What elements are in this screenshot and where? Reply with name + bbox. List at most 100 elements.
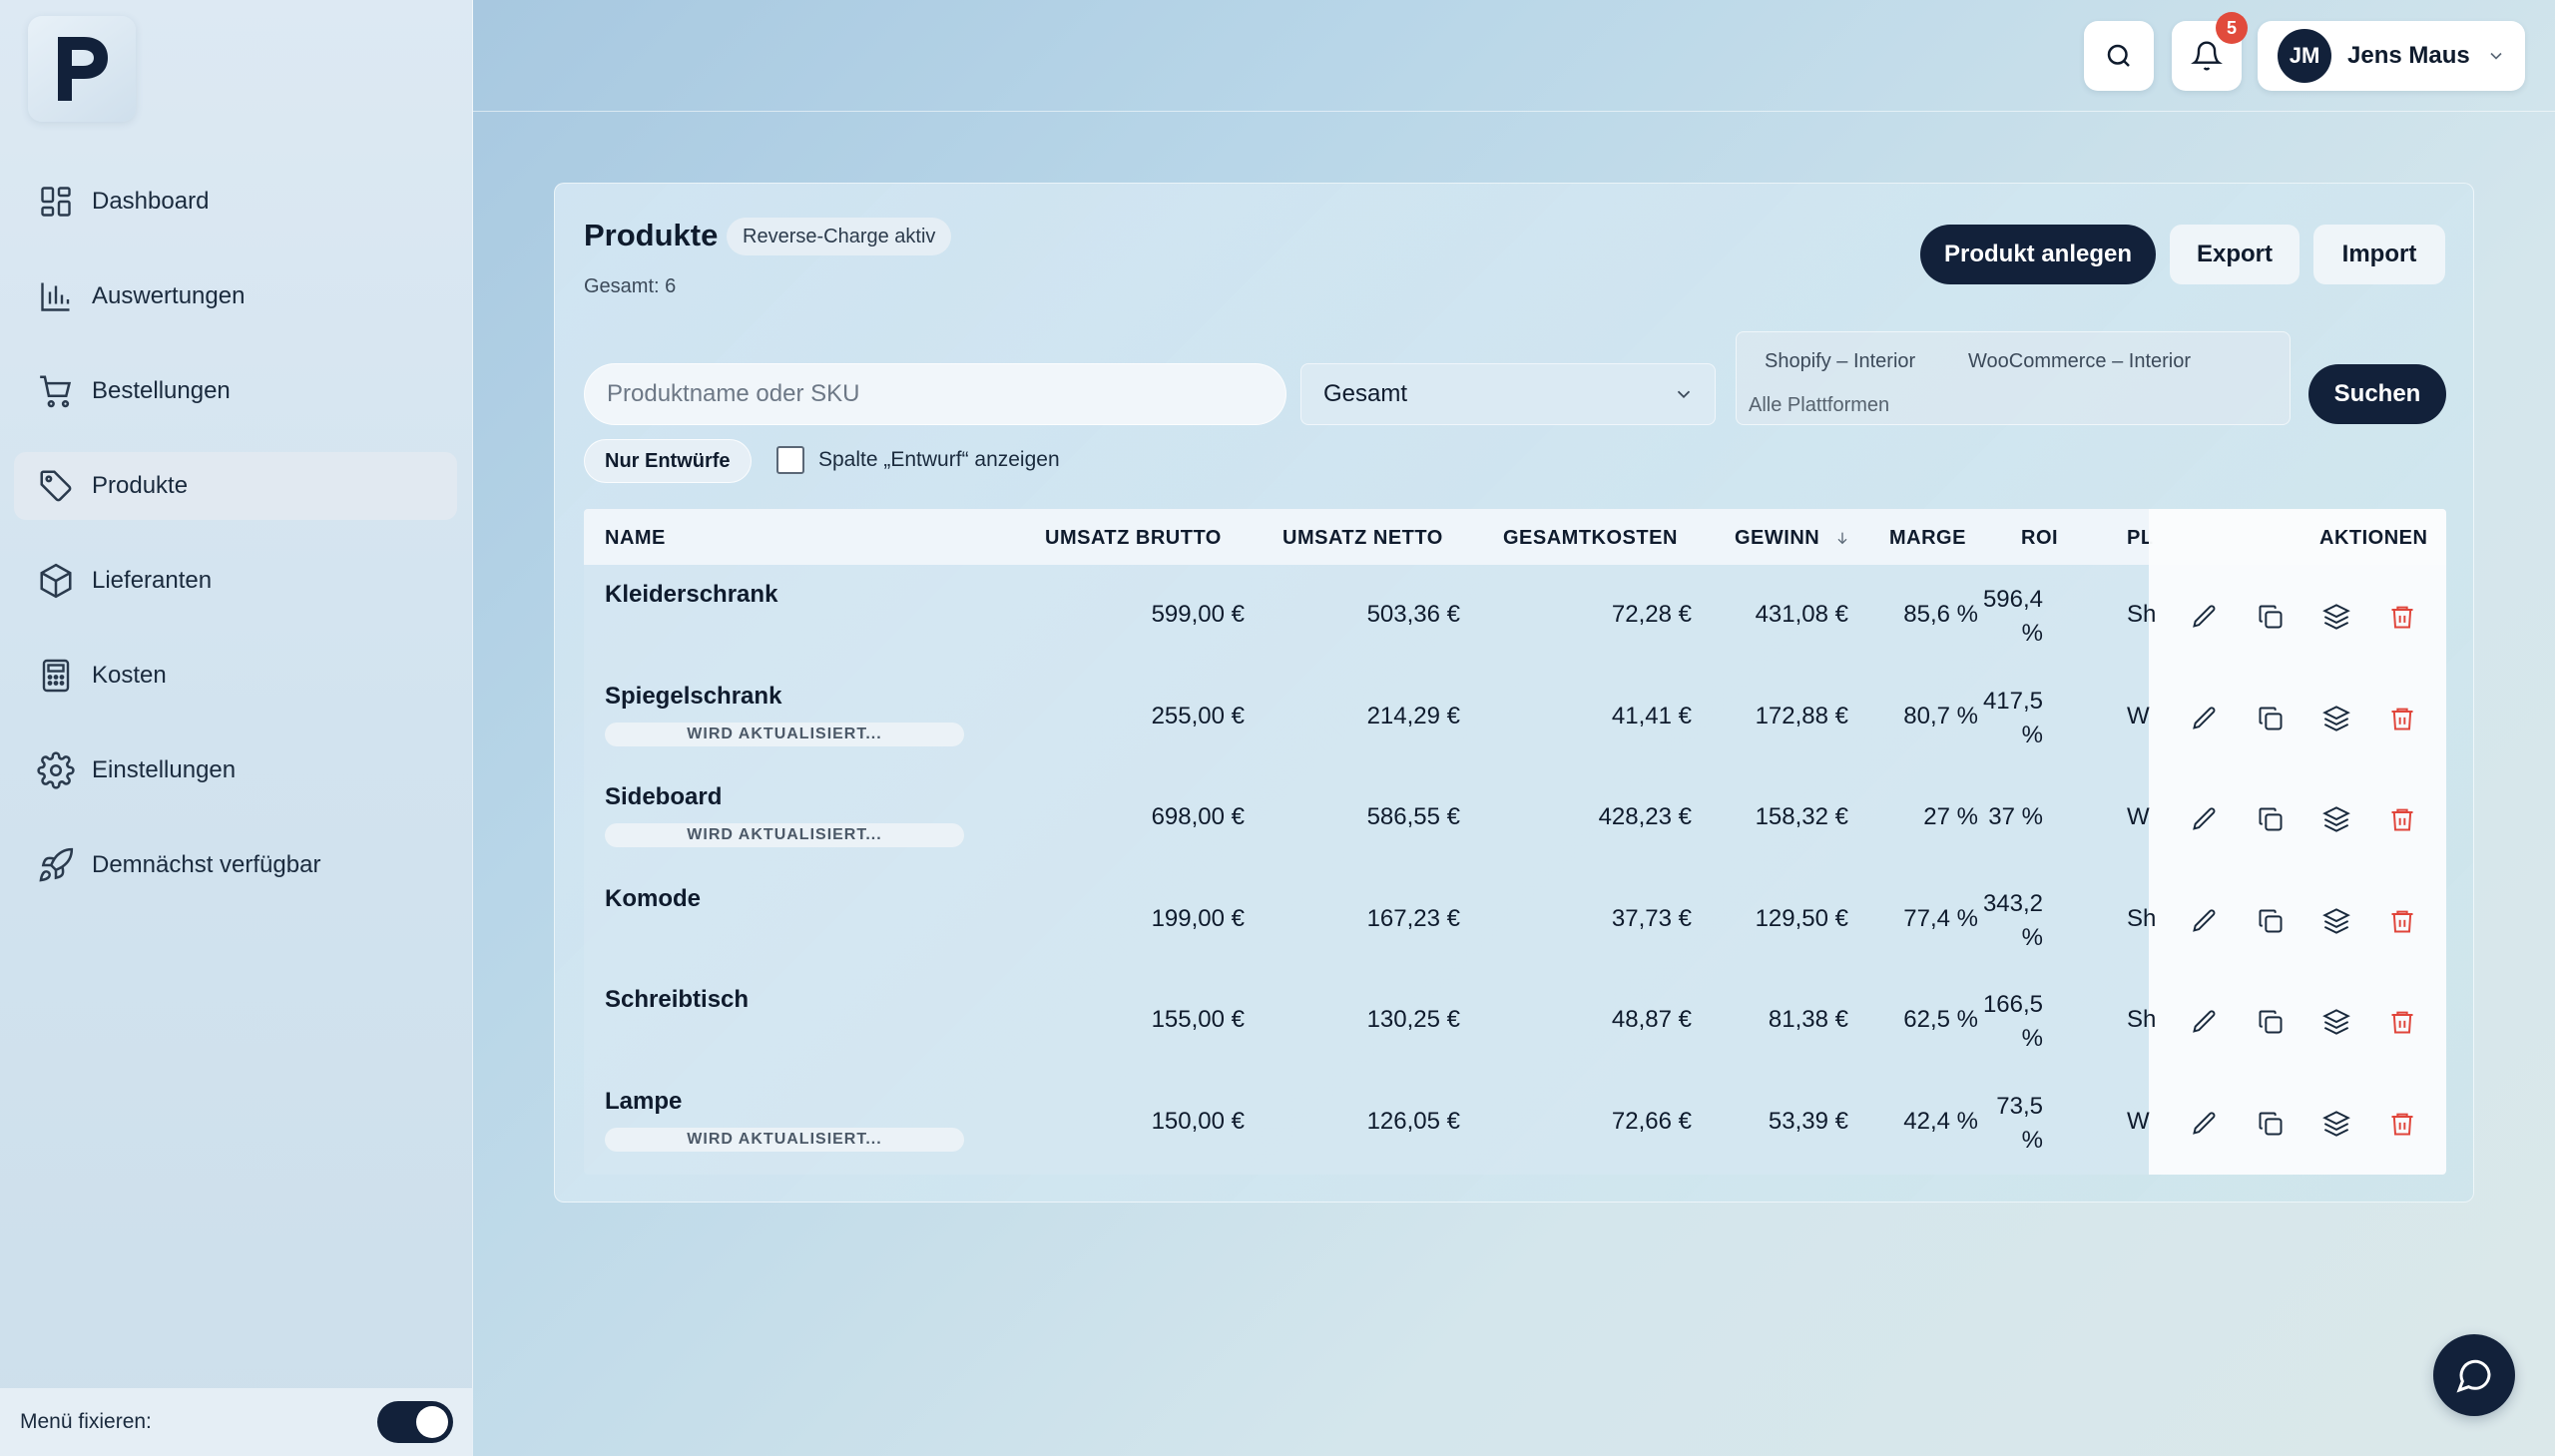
sidebar-item-produkte[interactable]: Produkte <box>14 452 457 520</box>
search-submit-button[interactable]: Suchen <box>2308 364 2446 424</box>
duplicate-button[interactable] <box>2251 1104 2291 1144</box>
create-product-button[interactable]: Produkt anlegen <box>1920 225 2156 284</box>
table-row[interactable]: Schreibtisch 155,00 € 130,25 € 48,87 € 81,38… <box>584 970 2446 1072</box>
trash-icon <box>2388 1110 2416 1138</box>
duplicate-button[interactable] <box>2251 799 2291 839</box>
drafts-only-chip[interactable]: Nur Entwürfe <box>584 439 752 483</box>
duplicate-icon <box>2257 1008 2285 1036</box>
column-header-umsatz-netto[interactable]: UMSATZ NETTO <box>1282 527 1443 549</box>
edit-button[interactable] <box>2185 1104 2225 1144</box>
column-header-name[interactable]: NAME <box>605 527 666 549</box>
layers-button[interactable] <box>2316 1104 2356 1144</box>
sidebar-item-label: Einstellungen <box>92 756 237 783</box>
layers-icon <box>2322 907 2350 935</box>
app-logo[interactable] <box>28 16 136 122</box>
show-draft-column-row[interactable]: Spalte „Entwurf“ anzeigen <box>776 446 1060 474</box>
platform-multiselect[interactable]: Shopify – Interior WooCommerce – Interio… <box>1736 331 2291 425</box>
top-header: 5 JM Jens Maus <box>473 0 2555 112</box>
sidebar-item-label: Lieferanten <box>92 567 213 594</box>
layers-icon <box>2322 1008 2350 1036</box>
edit-icon <box>2191 603 2219 631</box>
cell-gewinn: 129,50 € <box>1755 904 1848 932</box>
cell-name[interactable]: Lampe <box>605 1088 683 1115</box>
search-button[interactable] <box>2084 21 2154 91</box>
roi-unit: % <box>2021 923 2043 951</box>
products-table: NAME UMSATZ BRUTTO UMSATZ NETTO GESAMTKO… <box>584 509 2446 1175</box>
layers-icon <box>2322 1110 2350 1138</box>
chat-button[interactable] <box>2433 1334 2515 1416</box>
column-header-plattform[interactable]: PL <box>2127 527 2154 549</box>
import-button[interactable]: Import <box>2313 225 2445 284</box>
column-header-gewinn[interactable]: GEWINN <box>1735 527 1820 549</box>
duplicate-button[interactable] <box>2251 597 2291 637</box>
status-badge: WIRD AKTUALISIERT... <box>605 1128 964 1152</box>
duplicate-button[interactable] <box>2251 699 2291 738</box>
sidebar-item-dashboard[interactable]: Dashboard <box>14 168 457 236</box>
user-menu-button[interactable]: JM Jens Maus <box>2258 21 2525 91</box>
dashboard-icon <box>36 182 76 222</box>
edit-button[interactable] <box>2185 699 2225 738</box>
trash-button[interactable] <box>2382 1104 2422 1144</box>
gear-icon <box>36 750 76 790</box>
edit-button[interactable] <box>2185 799 2225 839</box>
column-header-umsatz-brutto[interactable]: UMSATZ BRUTTO <box>1045 527 1222 549</box>
logo-p-icon <box>58 37 108 101</box>
notifications-button[interactable]: 5 <box>2172 12 2248 91</box>
sidebar-item-lieferanten[interactable]: Lieferanten <box>14 547 457 615</box>
cell-gewinn: 431,08 € <box>1755 601 1848 628</box>
layers-button[interactable] <box>2316 901 2356 941</box>
cell-name[interactable]: Spiegelschrank <box>605 682 782 710</box>
table-row[interactable]: Sideboard WIRD AKTUALISIERT... 698,00 € 586… <box>584 767 2446 869</box>
edit-button[interactable] <box>2185 901 2225 941</box>
cell-gesamtkosten: 48,87 € <box>1611 1006 1692 1034</box>
export-button[interactable]: Export <box>2170 225 2300 284</box>
cell-name[interactable]: Komode <box>605 884 701 912</box>
search-icon <box>2104 41 2134 71</box>
duplicate-button[interactable] <box>2251 1002 2291 1042</box>
cell-umsatz-brutto: 150,00 € <box>1151 1108 1245 1135</box>
platform-tag[interactable]: WooCommerce – Interior <box>1968 350 2192 372</box>
trash-button[interactable] <box>2382 597 2422 637</box>
select-value: Gesamt <box>1323 380 1408 407</box>
cell-name[interactable]: Schreibtisch <box>605 986 750 1014</box>
column-header-gesamtkosten[interactable]: GESAMTKOSTEN <box>1503 527 1678 549</box>
show-draft-column-checkbox[interactable] <box>776 446 804 474</box>
table-row[interactable]: Kleiderschrank 599,00 € 503,36 € 72,28 € 431… <box>584 565 2446 667</box>
edit-button[interactable] <box>2185 597 2225 637</box>
edit-button[interactable] <box>2185 1002 2225 1042</box>
sidebar-item-demnaechst[interactable]: Demnächst verfügbar <box>14 831 457 899</box>
cell-gesamtkosten: 72,28 € <box>1611 601 1692 628</box>
roi-unit: % <box>2021 620 2043 647</box>
layers-button[interactable] <box>2316 799 2356 839</box>
cell-umsatz-netto: 130,25 € <box>1366 1006 1460 1034</box>
cell-name[interactable]: Sideboard <box>605 783 723 811</box>
edit-icon <box>2191 907 2219 935</box>
user-name: Jens Maus <box>2347 42 2470 69</box>
trash-button[interactable] <box>2382 901 2422 941</box>
table-row[interactable]: Spiegelschrank WIRD AKTUALISIERT... 255,00… <box>584 667 2446 768</box>
sidebar-item-einstellungen[interactable]: Einstellungen <box>14 736 457 804</box>
edit-icon <box>2191 805 2219 833</box>
sidebar-item-auswertungen[interactable]: Auswertungen <box>14 262 457 330</box>
period-select[interactable]: Gesamt <box>1300 363 1716 425</box>
sidebar-item-bestellungen[interactable]: Bestellungen <box>14 357 457 425</box>
layers-button[interactable] <box>2316 699 2356 738</box>
cell-marge: 77,4 % <box>1903 904 1978 932</box>
column-header-marge[interactable]: MARGE <box>1889 527 1966 549</box>
cell-roi: 166,5% <box>1963 988 2043 1056</box>
trash-button[interactable] <box>2382 1002 2422 1042</box>
platform-tag[interactable]: Shopify – Interior <box>1765 350 1916 372</box>
table-row[interactable]: Komode 199,00 € 167,23 € 37,73 € 129,50 € 77,… <box>584 869 2446 971</box>
duplicate-button[interactable] <box>2251 901 2291 941</box>
column-header-roi[interactable]: ROI <box>2021 527 2059 549</box>
pin-menu-toggle[interactable] <box>377 1401 453 1443</box>
table-row[interactable]: Lampe WIRD AKTUALISIERT... 150,00 € 126,05 … <box>584 1072 2446 1174</box>
search-input[interactable]: Produktname oder SKU <box>584 363 1286 425</box>
cell-gesamtkosten: 41,41 € <box>1611 702 1692 729</box>
layers-button[interactable] <box>2316 1002 2356 1042</box>
cell-name[interactable]: Kleiderschrank <box>605 581 778 608</box>
layers-button[interactable] <box>2316 597 2356 637</box>
sidebar-item-kosten[interactable]: Kosten <box>14 642 457 710</box>
trash-button[interactable] <box>2382 699 2422 738</box>
trash-button[interactable] <box>2382 799 2422 839</box>
